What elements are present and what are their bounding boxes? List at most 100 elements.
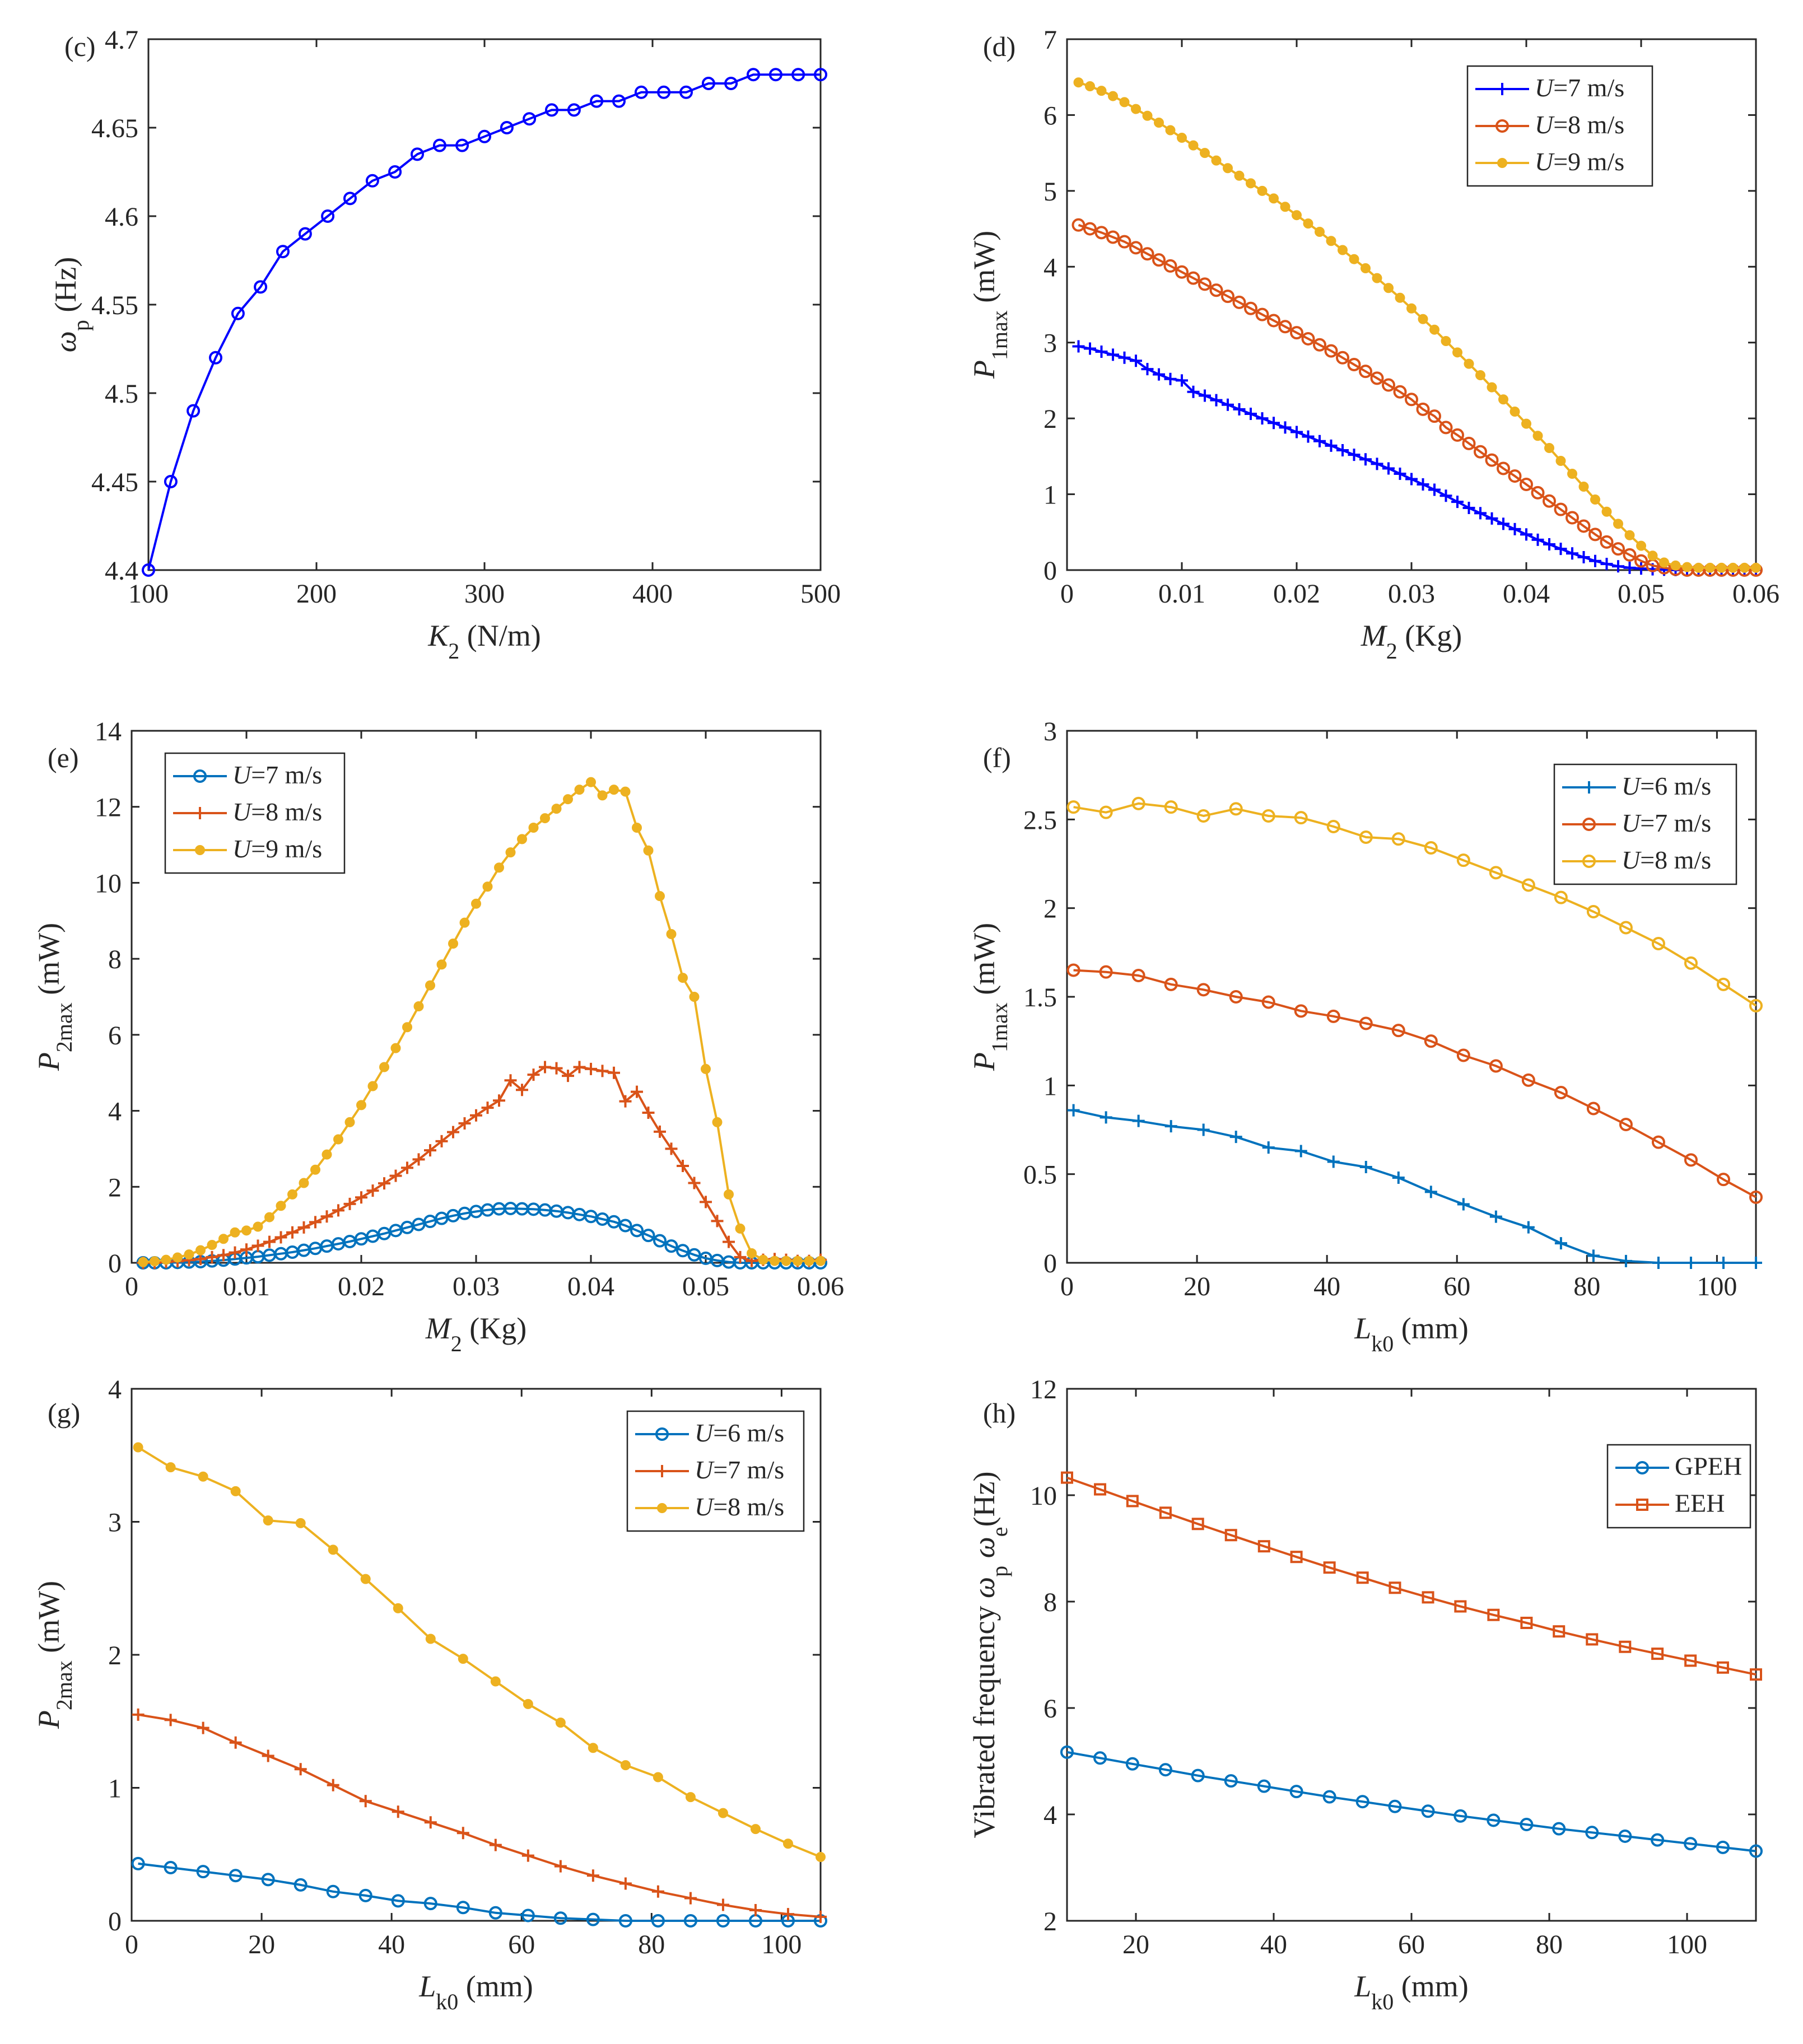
panel-e-legend-label: U=8 m/s [232, 797, 322, 826]
panel-h-legend-box [1606, 1444, 1751, 1529]
panel-f-series-2-point [1456, 853, 1470, 867]
panel-c-series-0-point [455, 138, 469, 152]
panel-h-series-1-point [1422, 1591, 1434, 1604]
panel-g-series-0-point [131, 1856, 145, 1870]
panel-e-series-0-point [687, 1248, 701, 1262]
panel-e-ytick-label: 12 [95, 793, 122, 823]
panel-f-series-1-point [1196, 983, 1210, 997]
panel-f-ytick-label: 0 [1043, 1249, 1057, 1278]
panel-d-series-0-point [1623, 561, 1636, 574]
panel-g-series-1-point [424, 1816, 437, 1829]
panel-h-legend: GPEH EEH [1606, 1444, 1751, 1529]
panel-f-series-2-point [1651, 937, 1665, 950]
panel-h-series-0-point [1749, 1844, 1763, 1858]
panel-e-series-2-point [712, 1117, 723, 1127]
panel-d-series-0-point [1612, 560, 1624, 573]
panel-f-xtick-label: 0 [1060, 1272, 1074, 1301]
panel-e-series-1-point [286, 1226, 299, 1239]
panel-e-series-1-point [378, 1177, 390, 1190]
panel-e-legend-marker [193, 769, 207, 783]
panel-d-xlabel: M2 (Kg) [1361, 619, 1462, 664]
panel-h-series-1-point [1356, 1571, 1369, 1584]
panel-h-series-1-point [1750, 1668, 1762, 1681]
panel-d-series-0-point [1474, 507, 1487, 520]
panel-f-xtick-label: 40 [1313, 1272, 1340, 1301]
panel-d-series-0-point [1118, 351, 1131, 364]
panel-d-series-0-point [1428, 483, 1441, 496]
panel-h-series-0-point [1421, 1804, 1435, 1818]
panel-g-legend-label: U=8 m/s [695, 1492, 784, 1521]
panel-h-series-0-point [1125, 1757, 1139, 1771]
panel-d-series-1-point [1600, 535, 1614, 549]
panel-f-legend-marker [1582, 818, 1596, 831]
panel-d-series-2-point [1406, 303, 1417, 314]
panel-c-ytick-label: 4.45 [91, 468, 138, 497]
panel-h-series-0-point [1520, 1818, 1534, 1832]
panel-f-legend: U=6 m/s U=7 m/s U=8 m/s [1553, 763, 1737, 885]
panel-d-series-2-point [1464, 358, 1474, 369]
panel-d-series-1-point [1071, 218, 1085, 232]
panel-g-legend: U=6 m/s U=7 m/s U=8 m/s [626, 1410, 805, 1532]
panel-h-xtick-label: 40 [1260, 1930, 1287, 1959]
panel-d-series-2-point [1544, 442, 1554, 453]
panel-f-series-0-point [1619, 1254, 1632, 1267]
panel-f-xlabel: Lk0 (mm) [1354, 1312, 1469, 1356]
panel-d-series-1-point [1405, 393, 1418, 407]
panel-d-series-1-point [1336, 351, 1349, 365]
panel-d-series-2-point [1716, 562, 1727, 573]
panel-e-ytick-label: 10 [95, 869, 122, 898]
panel-g-series-1-point [619, 1877, 632, 1890]
panel-h-legend-marker [1636, 1499, 1648, 1511]
panel-d-series-1-point [1497, 461, 1510, 475]
panel-c-ytick-label: 4.4 [105, 556, 138, 586]
panel-g-series-2-point [165, 1462, 176, 1473]
panel-d-series-1-point [1393, 385, 1407, 399]
panel-f-series-2-point [1164, 800, 1178, 814]
panel-d-label: (d) [983, 31, 1015, 62]
panel-f-series-1 [1066, 963, 1763, 1204]
panel-d-series-1-point [1451, 428, 1464, 442]
panel-d-series-2-point [1211, 155, 1222, 166]
panel-g-series-1-point [684, 1892, 697, 1905]
panel-d-series-0-point [1520, 528, 1532, 541]
panel-d-series-1-point [1485, 453, 1499, 467]
panel-f-series-2-point [1326, 820, 1340, 833]
panel-g-series-0-point [196, 1865, 210, 1879]
panel-f-xtick-label: 100 [1697, 1272, 1737, 1301]
panel-h-series-0-line [1066, 1751, 1757, 1852]
panel-d-series-0-point [1497, 517, 1510, 530]
panel-f-series-2-point [1684, 956, 1698, 970]
panel-e-series-2-point [413, 1001, 424, 1011]
panel-g-series-1-point [749, 1904, 762, 1916]
panel-h-series-1-point [1159, 1506, 1172, 1519]
panel-h-series-0-point [1651, 1833, 1665, 1847]
panel-c-series-0-point [343, 192, 357, 206]
panel-d-series-1-point [1152, 253, 1166, 267]
panel-e-series-2-point [586, 777, 596, 787]
panel-g-series-1-point [327, 1779, 339, 1791]
panel-g-series-2-point [490, 1676, 501, 1687]
panel-d-series-0-point [1543, 538, 1555, 550]
panel-f-series-1-point [1424, 1034, 1438, 1048]
chart-panel-c: 100 200 300 400 500 4.4 4.45 4.5 4.55 4.6 4.65 4.7 K… [49, 25, 841, 664]
panel-f-series-0-point [1392, 1172, 1405, 1184]
panel-g-series-1-point [651, 1885, 664, 1898]
panel-g-series-1-point [586, 1869, 599, 1882]
panel-d-series-0-point [1176, 374, 1188, 387]
panel-e-ytick-label: 6 [108, 1021, 122, 1051]
panel-f-series-2-point [1716, 977, 1730, 991]
panel-d-series-0-point [1508, 522, 1521, 535]
panel-d-legend: U=7 m/s U=8 m/s U=9 m/s [1466, 65, 1653, 187]
panel-e-series-2-point [390, 1043, 401, 1053]
panel-d-xtick-label: 0.04 [1503, 579, 1550, 609]
panel-e-series-2-point [253, 1221, 263, 1232]
panel-d-series-1-point [1129, 241, 1143, 255]
panel-d-ytick-label: 2 [1043, 404, 1057, 434]
panel-d-series-0-point [1256, 412, 1269, 425]
panel-c-xtick-label: 200 [296, 579, 337, 609]
panel-e-series-2-point [747, 1248, 757, 1259]
panel-d-series-0-point [1600, 558, 1613, 571]
panel-c-series-0 [142, 68, 827, 577]
panel-f-series-2-point [1391, 832, 1405, 846]
panel-e-series-2-point [505, 847, 516, 858]
